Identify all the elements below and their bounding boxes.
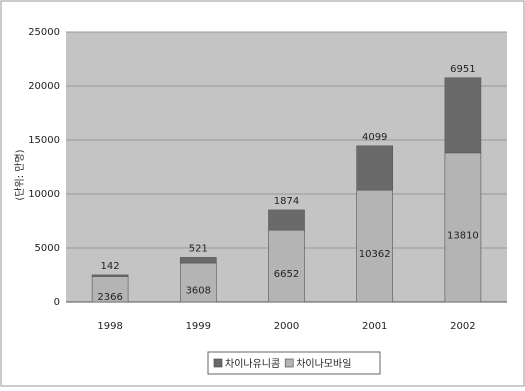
y-tick-label: 10000 xyxy=(28,189,60,200)
y-tick-label: 20000 xyxy=(28,81,60,92)
bar-segment xyxy=(91,274,129,277)
bar-segment xyxy=(356,145,394,191)
legend-swatch xyxy=(284,358,294,368)
x-tick-label: 2000 xyxy=(274,321,299,332)
bar-segment xyxy=(356,189,394,303)
y-tick-label: 15000 xyxy=(28,135,60,146)
legend-swatch xyxy=(213,358,223,368)
data-label: 13810 xyxy=(447,230,479,241)
data-label: 10362 xyxy=(359,249,391,260)
data-label: 4099 xyxy=(362,132,387,143)
x-tick-label: 2002 xyxy=(450,321,475,332)
bar-segment xyxy=(180,262,217,303)
data-label: 521 xyxy=(189,243,208,254)
y-tick-label: 25000 xyxy=(28,27,60,38)
y-tick-label: 5000 xyxy=(35,243,60,254)
bar-segment xyxy=(180,257,217,264)
x-tick-label: 1999 xyxy=(186,321,211,332)
legend-label: 차이나유니콤 xyxy=(225,358,280,370)
bar-segment xyxy=(91,276,129,303)
data-label: 3608 xyxy=(186,286,211,297)
data-label: 1874 xyxy=(274,196,299,207)
data-label: 2366 xyxy=(97,292,122,303)
legend-box xyxy=(207,351,381,375)
y-tick-label: 0 xyxy=(54,297,60,308)
data-label: 6951 xyxy=(450,64,475,75)
x-tick-label: 1998 xyxy=(97,321,122,332)
bar-segment xyxy=(268,209,305,231)
data-label: 142 xyxy=(101,261,120,272)
x-tick-label: 2001 xyxy=(362,321,387,332)
bar-segment xyxy=(444,77,482,154)
y-axis-label: (단위: 만명) xyxy=(13,149,26,200)
bar-segment xyxy=(444,152,482,303)
legend-label: 차이나모바일 xyxy=(296,358,351,370)
data-label: 6652 xyxy=(274,269,299,280)
bar-segment xyxy=(268,229,305,303)
